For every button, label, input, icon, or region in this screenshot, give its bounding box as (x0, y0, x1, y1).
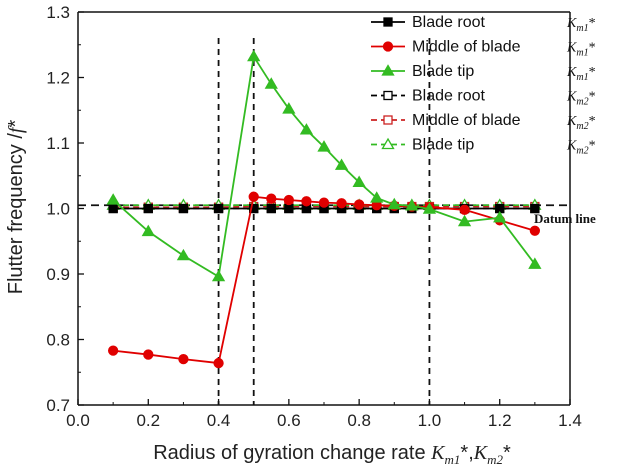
data-point-s1-1 (143, 349, 154, 360)
data-point-s1-3 (213, 357, 224, 369)
y-tick-label-6: 1.3 (46, 3, 70, 22)
data-point-s1-0 (107, 345, 119, 356)
data-point-s1-4 (248, 191, 259, 202)
data-point-s2-1 (141, 224, 155, 237)
data-point-s0-5 (266, 203, 276, 214)
x-tick-label-6: 1.2 (488, 411, 512, 430)
x-tick-label-0: 0.0 (66, 411, 90, 430)
data-point-s1-17 (529, 225, 541, 236)
y-tick-label-0: 0.7 (46, 396, 70, 415)
series-line-4 (113, 205, 535, 208)
x-tick-label-7: 1.4 (558, 411, 582, 430)
legend-label-4: Middle of blade (412, 112, 521, 129)
legend-symbol-0: Km1* (566, 16, 596, 34)
series-1 (107, 191, 541, 369)
data-point-s1-7 (301, 196, 312, 207)
data-point-s2-17 (528, 257, 542, 269)
x-tick-label-4: 0.8 (347, 411, 371, 430)
legend-marker-1 (382, 41, 394, 52)
legend-symbol-1: Km1* (566, 41, 596, 59)
data-point-s1-6 (283, 194, 295, 206)
data-point-s0-0 (108, 203, 118, 214)
legend-marker-2 (381, 64, 395, 76)
data-point-s2-9 (334, 158, 349, 170)
data-point-s2-8 (317, 140, 331, 152)
legend-marker-3 (383, 90, 393, 101)
data-point-s2-0 (106, 193, 120, 205)
legend: Blade root Km1*Middle of blade Km1*Blade t… (371, 14, 596, 157)
legend-label-3: Blade root (412, 88, 485, 105)
data-point-s2-12 (387, 197, 401, 210)
legend-label-5: Blade tip (412, 137, 474, 154)
data-point-s2-16 (493, 210, 507, 223)
data-point-s1-9 (336, 198, 347, 209)
x-tick-label-5: 1.0 (418, 411, 442, 430)
series-2 (106, 49, 542, 282)
legend-symbol-4: Km2* (566, 114, 596, 132)
data-point-s0-4 (249, 203, 259, 214)
data-point-s1-10 (353, 199, 365, 210)
x-tick-label-3: 0.6 (277, 411, 301, 430)
data-point-s0-1 (143, 203, 153, 214)
legend-item-5: Blade tip Km2* (371, 137, 596, 157)
y-tick-label-4: 1.1 (46, 134, 70, 153)
y-tick-label-2: 0.9 (46, 265, 70, 284)
series-line-2 (112, 54, 536, 279)
legend-item-0: Blade root Km1* (371, 14, 596, 34)
legend-label-0: Blade root (412, 14, 485, 31)
y-tick-label-3: 1.0 (46, 200, 70, 219)
series-group (106, 49, 542, 369)
legend-item-1: Middle of blade Km1* (371, 39, 596, 59)
legend-marker-4 (383, 115, 393, 125)
x-tick-label-2: 0.4 (207, 411, 231, 430)
data-point-s2-10 (352, 175, 366, 187)
data-point-s2-2 (176, 248, 191, 261)
legend-marker-5 (381, 137, 395, 150)
series-line-1 (113, 195, 536, 365)
data-point-s1-15 (459, 204, 470, 215)
vertical-reference-lines (217, 38, 431, 405)
y-tick-label-1: 0.8 (46, 331, 70, 350)
data-point-s2-4 (247, 49, 261, 62)
y-tick-label-5: 1.2 (46, 69, 70, 88)
data-point-s1-8 (318, 197, 330, 208)
x-axis-label: Radius of gyration change rate Km1*,Km2* (153, 442, 511, 467)
legend-item-4: Middle of blade Km2* (371, 112, 596, 132)
data-point-s2-11 (370, 191, 384, 203)
datum-line-label: Datum line (534, 211, 596, 226)
tick-labels-group: 0.0 0.2 0.4 0.6 0.8 1.0 1.2 1.4 0.7 0.8 0.9 1.0 1.1 1… (46, 3, 581, 430)
data-point-s0-17 (530, 203, 540, 214)
legend-symbol-2: Km1* (566, 65, 596, 83)
data-point-s0-3 (213, 203, 224, 214)
data-point-s2-7 (299, 123, 314, 135)
legend-item-3: Blade root Km2* (371, 88, 596, 108)
axes-group (77, 11, 571, 406)
legend-label-1: Middle of blade (412, 39, 521, 56)
legend-symbol-3: Km2* (566, 90, 596, 108)
data-point-s2-6 (282, 102, 296, 114)
legend-item-2: Blade tip Km1* (371, 63, 596, 83)
data-point-s1-5 (266, 193, 277, 204)
data-point-s2-3 (211, 269, 226, 282)
data-point-s2-15 (457, 214, 472, 227)
legend-symbol-5: Km2* (566, 139, 596, 157)
data-point-s1-2 (178, 353, 189, 365)
data-point-s2-14 (422, 202, 437, 214)
legend-marker-0 (383, 17, 393, 27)
data-point-s2-5 (264, 77, 278, 89)
data-point-s2-13 (405, 199, 419, 211)
legend-label-2: Blade tip (412, 63, 474, 80)
y-axis-label: Flutter frequency /f* (5, 120, 27, 295)
data-point-s0-2 (178, 203, 189, 214)
x-tick-label-1: 0.2 (136, 411, 160, 430)
data-point-s0-6 (284, 203, 294, 214)
